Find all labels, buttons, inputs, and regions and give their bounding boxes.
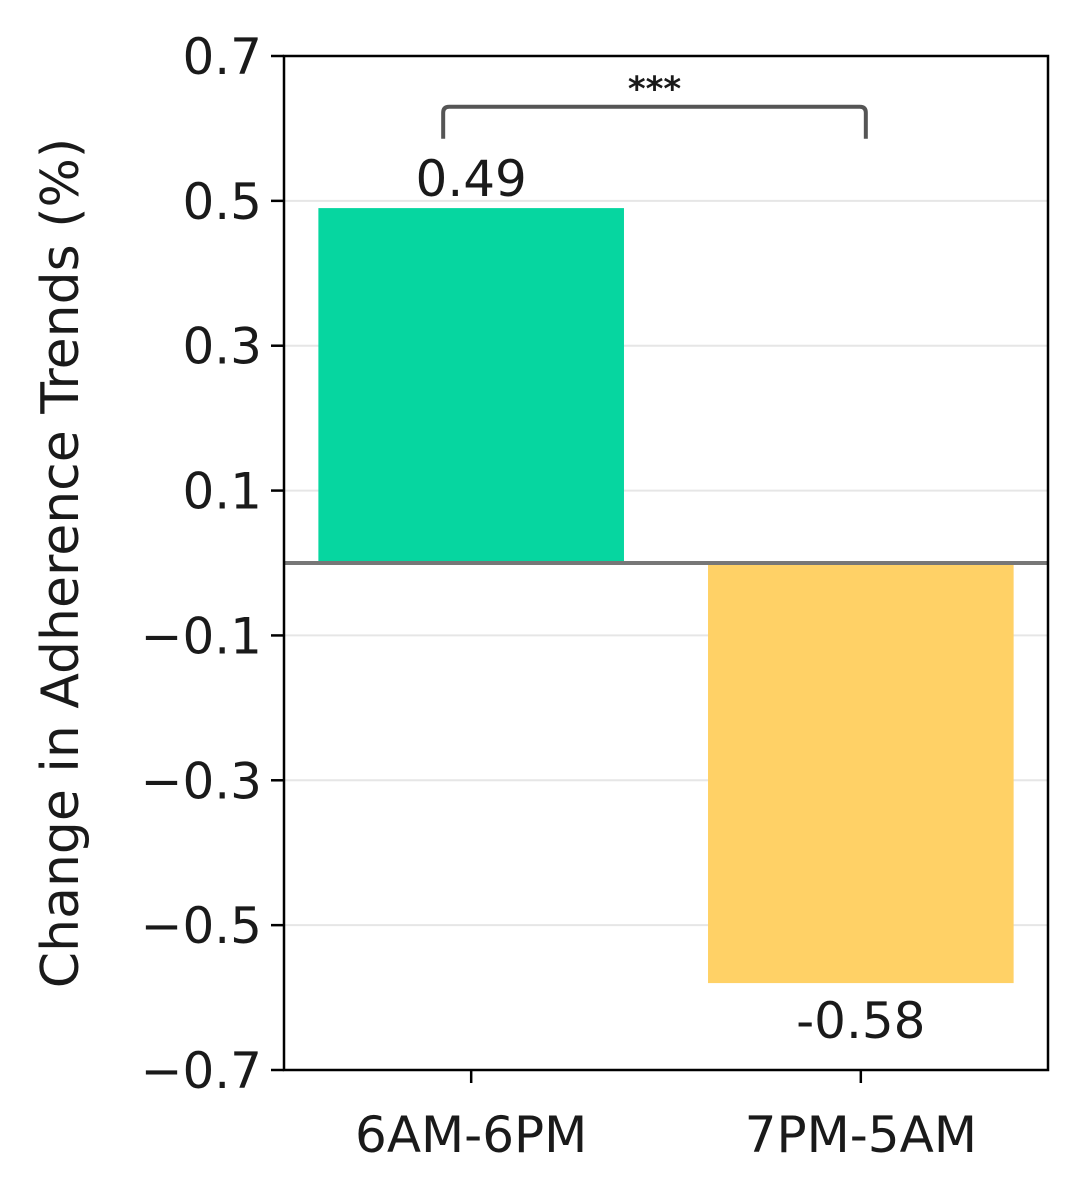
y-tick-label: 0.3 bbox=[182, 318, 262, 376]
axes-layer: −0.7 −0.5 −0.3 −0.1 0.1 0.3 0.5 0.7 6AM-6PM 7PM-5… bbox=[141, 28, 1050, 1164]
bar bbox=[318, 208, 624, 563]
y-tick-label: 0.1 bbox=[182, 463, 262, 521]
plot-frame bbox=[282, 54, 1050, 1072]
y-axis-title: Change in Adherence Trends (%) bbox=[31, 138, 91, 988]
y-tick-label: −0.5 bbox=[141, 897, 262, 955]
y-tick-label: 0.5 bbox=[182, 173, 262, 231]
significance-label: *** bbox=[628, 70, 682, 110]
y-tick-label: 0.7 bbox=[182, 28, 262, 86]
y-tick-label: −0.7 bbox=[141, 1042, 262, 1100]
significance-bracket bbox=[441, 104, 868, 139]
bar bbox=[708, 563, 1014, 984]
labels-layer: 0.49 -0.58 bbox=[416, 150, 926, 1050]
y-tick-label: −0.3 bbox=[141, 752, 262, 810]
x-tick-label: 7PM-5AM bbox=[745, 1106, 977, 1164]
data-label: -0.58 bbox=[796, 992, 925, 1050]
x-tick-label: 6AM-6PM bbox=[355, 1106, 587, 1164]
significance-layer: *** bbox=[441, 70, 868, 139]
data-label: 0.49 bbox=[416, 150, 527, 208]
y-tick-label: −0.1 bbox=[141, 607, 262, 665]
bars-layer bbox=[318, 208, 1014, 984]
